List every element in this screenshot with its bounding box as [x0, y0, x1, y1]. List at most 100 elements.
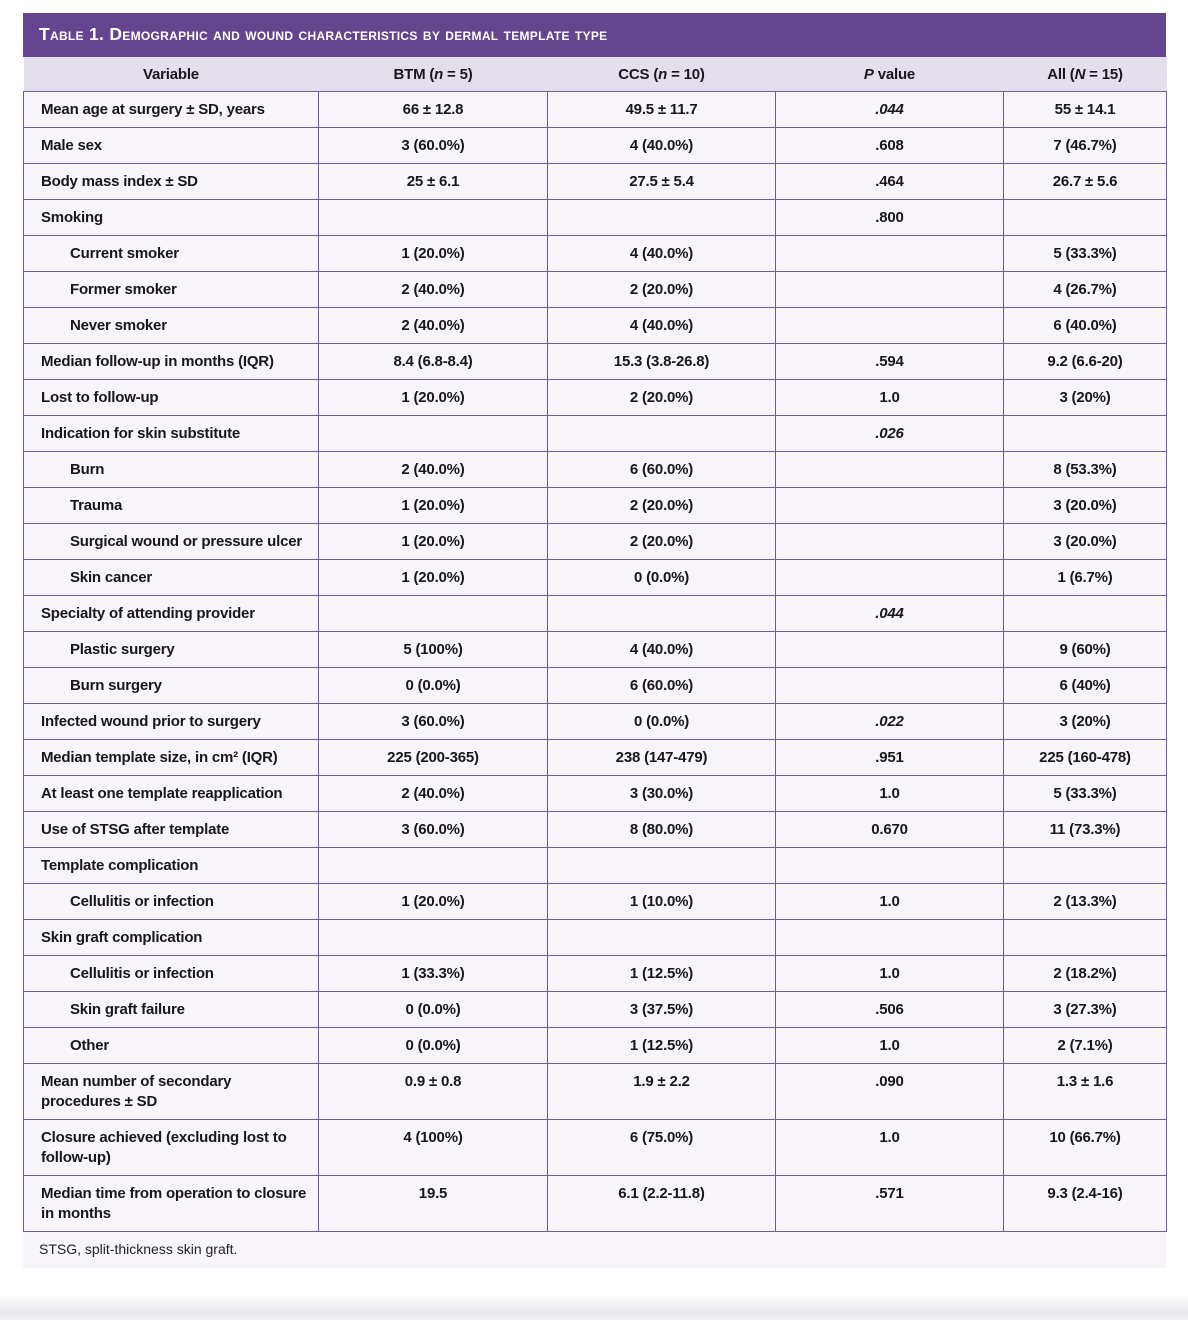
all-cell: 9.2 (6.6-20) [1003, 343, 1167, 380]
btm-cell: 225 (200-365) [318, 739, 548, 776]
ccs-cell: 27.5 ± 5.4 [547, 163, 776, 200]
p-cell [775, 919, 1004, 956]
btm-cell: 1 (33.3%) [318, 955, 548, 992]
p-cell: 1.0 [775, 955, 1004, 992]
p-cell [775, 451, 1004, 488]
all-cell: 5 (33.3%) [1003, 775, 1167, 812]
ccs-cell: 4 (40.0%) [547, 631, 776, 668]
ccs-cell: 15.3 (3.8-26.8) [547, 343, 776, 380]
row-label: Cellulitis or infection [23, 955, 319, 992]
ccs-cell: 2 (20.0%) [547, 271, 776, 308]
all-cell: 3 (20%) [1003, 703, 1167, 740]
all-cell: 6 (40.0%) [1003, 307, 1167, 344]
table-row: Skin cancer 1 (20.0%) 0 (0.0%) 1 (6.7%) [23, 559, 1167, 596]
table-footnote: STSG, split-thickness skin graft. [23, 1232, 1166, 1268]
all-cell: 26.7 ± 5.6 [1003, 163, 1167, 200]
row-label: Lost to follow-up [23, 379, 319, 416]
table-row: Indication for skin substitute .026 [23, 415, 1167, 452]
table-row: Mean number of secondary procedures ± SD… [23, 1063, 1167, 1120]
ccs-cell: 3 (37.5%) [547, 991, 776, 1028]
p-cell [775, 271, 1004, 308]
ccs-cell: 2 (20.0%) [547, 523, 776, 560]
ccs-cell: 1 (12.5%) [547, 955, 776, 992]
ccs-cell: 4 (40.0%) [547, 235, 776, 272]
ccs-cell [547, 415, 776, 452]
btm-cell: 1 (20.0%) [318, 487, 548, 524]
btm-cell [318, 199, 548, 236]
btm-cell [318, 847, 548, 884]
all-cell: 7 (46.7%) [1003, 127, 1167, 164]
table-row: Current smoker 1 (20.0%) 4 (40.0%) 5 (33.3%… [23, 235, 1167, 272]
btm-cell: 25 ± 6.1 [318, 163, 548, 200]
btm-cell: 1 (20.0%) [318, 883, 548, 920]
table-row: Cellulitis or infection 1 (33.3%) 1 (12.5%… [23, 955, 1167, 992]
btm-cell [318, 415, 548, 452]
btm-cell [318, 595, 548, 632]
table1-card: Table 1. Demographic and wound character… [23, 13, 1167, 1268]
row-label: Current smoker [23, 235, 319, 272]
btm-cell: 1 (20.0%) [318, 559, 548, 596]
demographics-table: Variable BTM (n = 5) CCS (n = 10) P value Al… [23, 57, 1167, 1232]
row-label: Body mass index ± SD [23, 163, 319, 200]
btm-cell: 2 (40.0%) [318, 775, 548, 812]
row-label: Specialty of attending provider [23, 595, 319, 632]
p-cell: .506 [775, 991, 1004, 1028]
p-cell: 1.0 [775, 1027, 1004, 1064]
ccs-cell: 1.9 ± 2.2 [547, 1063, 776, 1120]
p-cell: .090 [775, 1063, 1004, 1120]
all-cell [1003, 199, 1167, 236]
btm-cell: 3 (60.0%) [318, 703, 548, 740]
p-cell: .800 [775, 199, 1004, 236]
table-row: Burn surgery 0 (0.0%) 6 (60.0%) 6 (40%) [23, 667, 1167, 704]
all-cell: 11 (73.3%) [1003, 811, 1167, 848]
all-cell: 8 (53.3%) [1003, 451, 1167, 488]
btm-cell: 19.5 [318, 1175, 548, 1232]
p-cell [775, 631, 1004, 668]
btm-cell: 2 (40.0%) [318, 307, 548, 344]
p-cell: 1.0 [775, 883, 1004, 920]
p-cell: 1.0 [775, 1119, 1004, 1176]
ccs-cell: 6 (60.0%) [547, 451, 776, 488]
row-label: Mean age at surgery ± SD, years [23, 91, 319, 128]
all-cell: 3 (27.3%) [1003, 991, 1167, 1028]
ccs-cell: 6.1 (2.2-11.8) [547, 1175, 776, 1232]
ccs-cell [547, 847, 776, 884]
all-cell: 10 (66.7%) [1003, 1119, 1167, 1176]
row-label: Median template size, in cm² (IQR) [23, 739, 319, 776]
p-cell: .571 [775, 1175, 1004, 1232]
row-label: Other [23, 1027, 319, 1064]
table-title-band: Table 1. Demographic and wound character… [23, 13, 1166, 57]
row-label: Male sex [23, 127, 319, 164]
ccs-cell: 0 (0.0%) [547, 559, 776, 596]
btm-cell: 1 (20.0%) [318, 379, 548, 416]
all-cell: 1 (6.7%) [1003, 559, 1167, 596]
p-cell: 0.670 [775, 811, 1004, 848]
p-cell: .951 [775, 739, 1004, 776]
row-label: Never smoker [23, 307, 319, 344]
table-row: Plastic surgery 5 (100%) 4 (40.0%) 9 (60%) [23, 631, 1167, 668]
btm-cell: 5 (100%) [318, 631, 548, 668]
row-label: Burn [23, 451, 319, 488]
all-cell: 3 (20%) [1003, 379, 1167, 416]
p-cell: .044 [775, 91, 1004, 128]
ccs-cell: 0 (0.0%) [547, 703, 776, 740]
ccs-cell: 1 (12.5%) [547, 1027, 776, 1064]
table-row: Trauma 1 (20.0%) 2 (20.0%) 3 (20.0%) [23, 487, 1167, 524]
table-row: Template complication [23, 847, 1167, 884]
table-row: Median follow-up in months (IQR) 8.4 (6.8… [23, 343, 1167, 380]
btm-cell: 4 (100%) [318, 1119, 548, 1176]
row-label: Plastic surgery [23, 631, 319, 668]
ccs-cell: 6 (75.0%) [547, 1119, 776, 1176]
row-label: Mean number of secondary procedures ± SD [23, 1063, 319, 1120]
btm-cell: 2 (40.0%) [318, 451, 548, 488]
all-cell [1003, 595, 1167, 632]
p-cell [775, 847, 1004, 884]
table-row: Male sex 3 (60.0%) 4 (40.0%) .608 7 (46.7%) [23, 127, 1167, 164]
ccs-cell: 2 (20.0%) [547, 487, 776, 524]
all-cell: 5 (33.3%) [1003, 235, 1167, 272]
ccs-cell: 2 (20.0%) [547, 379, 776, 416]
table-row: Median template size, in cm² (IQR) 225 (2… [23, 739, 1167, 776]
ccs-cell: 6 (60.0%) [547, 667, 776, 704]
ccs-cell: 4 (40.0%) [547, 127, 776, 164]
